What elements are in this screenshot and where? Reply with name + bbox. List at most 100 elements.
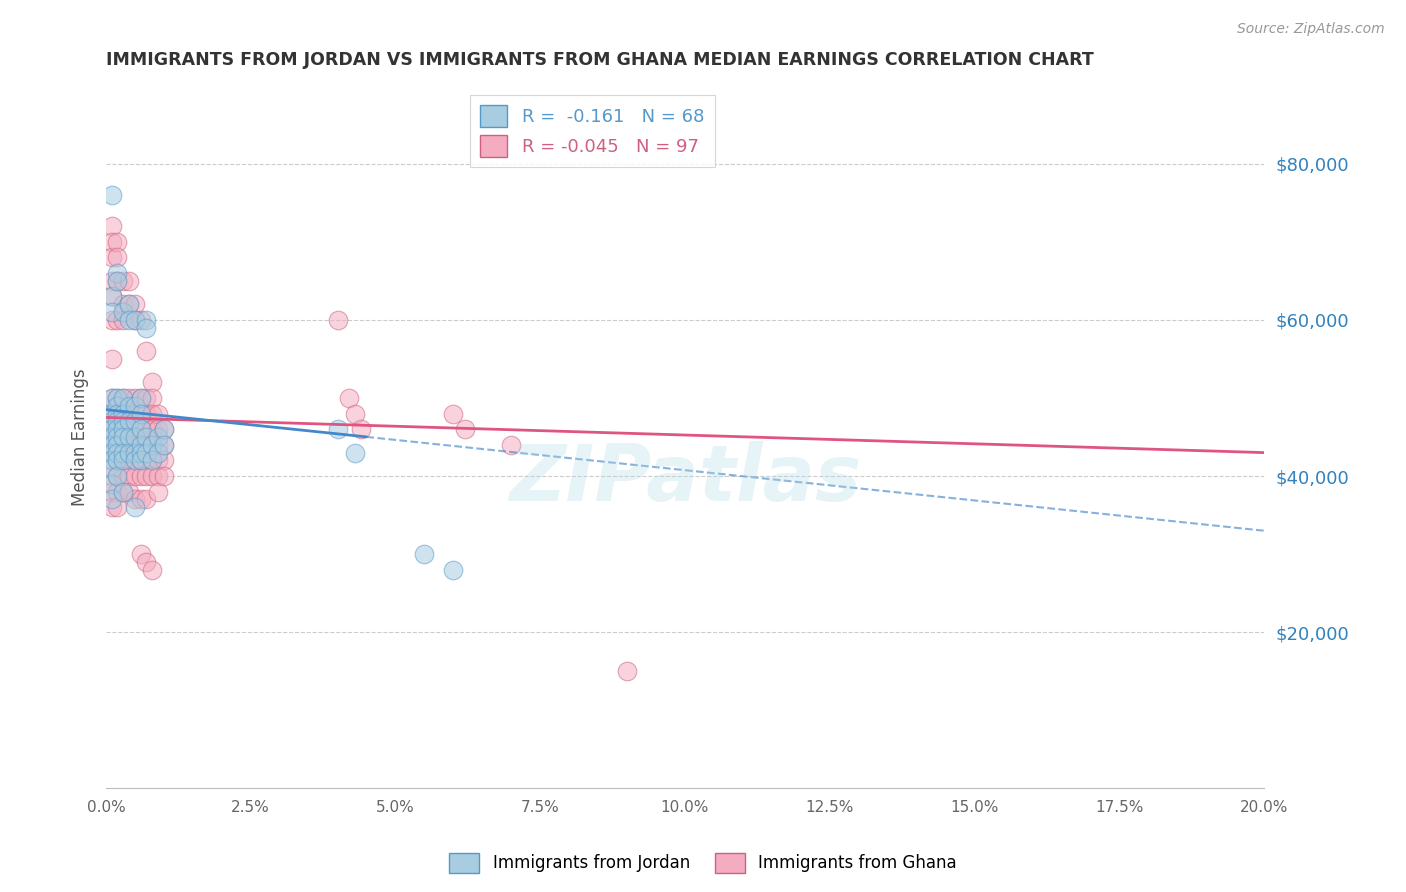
Point [441,407,464,421]
Point [107,399,129,413]
Point [141,438,163,452]
Point [107,266,129,280]
Point [112,422,135,436]
Point [141,453,163,467]
Point [118,453,141,467]
Point [100,407,122,421]
Point [112,438,135,452]
Legend: Immigrants from Jordan, Immigrants from Ghana: Immigrants from Jordan, Immigrants from … [443,847,963,880]
Point [112,414,135,428]
Point [135,391,157,405]
Point [153,422,176,436]
Point [107,235,129,249]
Point [100,469,122,483]
Point [343,407,366,421]
Point [129,547,152,561]
Point [135,453,157,467]
Point [141,391,163,405]
Text: ZIPatlas: ZIPatlas [509,442,860,517]
Point [135,555,157,569]
Point [326,422,349,436]
Point [112,391,135,405]
Point [100,351,122,366]
Point [100,289,122,303]
Point [337,391,360,405]
Point [100,219,122,233]
Point [118,297,141,311]
Point [343,445,366,459]
Point [129,469,152,483]
Point [129,438,152,452]
Point [153,438,176,452]
Point [100,391,122,405]
Point [141,407,163,421]
Point [153,453,176,467]
Point [100,453,122,467]
Point [124,469,146,483]
Point [124,407,146,421]
Point [112,469,135,483]
Point [118,445,141,459]
Point [135,430,157,444]
Point [146,484,169,499]
Point [107,407,129,421]
Point [118,399,141,413]
Point [124,297,146,311]
Point [124,422,146,436]
Point [129,422,152,436]
Point [118,274,141,288]
Point [141,422,163,436]
Point [107,407,129,421]
Point [100,274,122,288]
Point [129,422,152,436]
Point [112,391,135,405]
Point [146,453,169,467]
Point [129,453,152,467]
Point [112,484,135,499]
Point [107,391,129,405]
Point [118,407,141,421]
Point [107,438,129,452]
Point [107,414,129,428]
Point [118,313,141,327]
Point [107,500,129,515]
Point [129,407,152,421]
Point [112,453,135,467]
Point [146,469,169,483]
Point [100,438,122,452]
Point [112,274,135,288]
Point [118,391,141,405]
Point [350,422,373,436]
Point [124,313,146,327]
Point [118,422,141,436]
Point [118,438,141,452]
Point [129,453,152,467]
Point [107,430,129,444]
Point [141,563,163,577]
Point [124,445,146,459]
Point [141,376,163,390]
Point [107,422,129,436]
Point [326,313,349,327]
Point [135,344,157,359]
Point [146,422,169,436]
Point [441,563,464,577]
Point [124,492,146,507]
Point [112,313,135,327]
Point [124,430,146,444]
Point [112,422,135,436]
Point [100,422,122,436]
Point [107,251,129,265]
Point [129,492,152,507]
Point [107,469,129,483]
Point [146,407,169,421]
Point [107,422,129,436]
Point [129,407,152,421]
Point [100,414,122,428]
Point [118,484,141,499]
Point [129,438,152,452]
Point [146,445,169,459]
Point [124,438,146,452]
Point [112,484,135,499]
Point [112,453,135,467]
